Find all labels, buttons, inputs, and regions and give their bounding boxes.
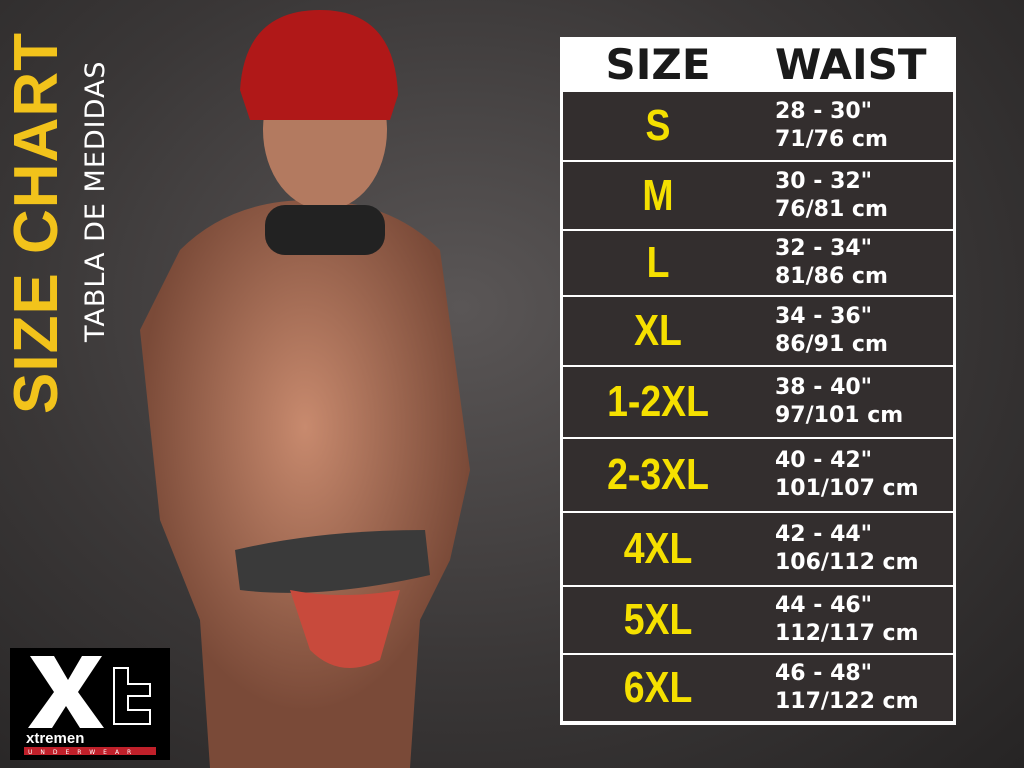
header-size: SIZE [605, 40, 711, 89]
waist-value: 46 - 48" 117/122 cm [753, 660, 919, 716]
waist-value: 44 - 46" 112/117 cm [753, 592, 919, 648]
waist-inches: 40 - 42" [775, 448, 873, 473]
size-label: 5XL [623, 595, 693, 644]
table-row: 5XL 44 - 46" 112/117 cm [563, 587, 953, 653]
waist-inches: 44 - 46" [775, 593, 873, 618]
waist-value: 40 - 42" 101/107 cm [753, 447, 919, 503]
waist-inches: 30 - 32" [775, 168, 873, 194]
size-label: M [642, 170, 674, 220]
waist-cm: 97/101 cm [775, 403, 904, 428]
waist-inches: 46 - 48" [775, 661, 873, 686]
waist-cm: 117/122 cm [775, 689, 919, 714]
table-row: M 30 - 32" 76/81 cm [563, 162, 953, 229]
svg-text:UNDERWEAR: UNDERWEAR [28, 749, 139, 756]
size-label: 2-3XL [607, 450, 709, 499]
size-label: XL [634, 306, 682, 355]
waist-cm: 76/81 cm [775, 196, 888, 222]
waist-cm: 101/107 cm [775, 476, 919, 501]
waist-value: 42 - 44" 106/112 cm [753, 521, 919, 577]
waist-inches: 42 - 44" [775, 522, 873, 547]
waist-value: 32 - 34" 81/86 cm [753, 235, 888, 291]
xtremen-logo: xtremen UNDERWEAR [10, 648, 170, 760]
size-label: 4XL [623, 524, 693, 573]
table-row: S 28 - 30" 71/76 cm [563, 92, 953, 160]
table-row: 4XL 42 - 44" 106/112 cm [563, 513, 953, 585]
table-row: L 32 - 34" 81/86 cm [563, 231, 953, 295]
size-label: 6XL [623, 663, 693, 712]
size-chart-title: SIZE CHART [2, 32, 71, 414]
logo-t-mark [113, 667, 151, 725]
waist-value: 34 - 36" 86/91 cm [753, 303, 888, 359]
table-header: SIZE WAIST [563, 37, 953, 92]
table-row: 1-2XL 38 - 40" 97/101 cm [563, 367, 953, 437]
waist-cm: 112/117 cm [775, 621, 919, 646]
header-waist: WAIST [775, 40, 927, 89]
waist-value: 28 - 30" 71/76 cm [753, 98, 888, 154]
size-label: S [645, 101, 671, 150]
table-row: XL 34 - 36" 86/91 cm [563, 297, 953, 365]
table-row: 2-3XL 40 - 42" 101/107 cm [563, 439, 953, 511]
waist-value: 30 - 32" 76/81 cm [753, 168, 888, 224]
waist-value: 38 - 40" 97/101 cm [753, 374, 903, 430]
model-photo [140, 10, 470, 768]
waist-inches: 28 - 30" [775, 99, 873, 124]
logo-x-mark [28, 656, 104, 728]
waist-inches: 34 - 36" [775, 304, 873, 329]
waist-inches: 38 - 40" [775, 375, 873, 400]
size-table: SIZE WAIST S 28 - 30" 71/76 cm M 30 - 32" 7… [560, 37, 956, 725]
size-chart-subtitle: TABLA DE MEDIDAS [80, 60, 111, 342]
svg-text:xtremen: xtremen [26, 730, 84, 747]
table-row: 6XL 46 - 48" 117/122 cm [563, 655, 953, 721]
waist-cm: 71/76 cm [775, 127, 888, 152]
waist-cm: 81/86 cm [775, 264, 888, 289]
waist-inches: 32 - 34" [775, 236, 873, 261]
waist-cm: 86/91 cm [775, 332, 888, 357]
waist-cm: 106/112 cm [775, 550, 919, 575]
size-label: L [646, 238, 670, 287]
size-label: 1-2XL [607, 377, 709, 426]
